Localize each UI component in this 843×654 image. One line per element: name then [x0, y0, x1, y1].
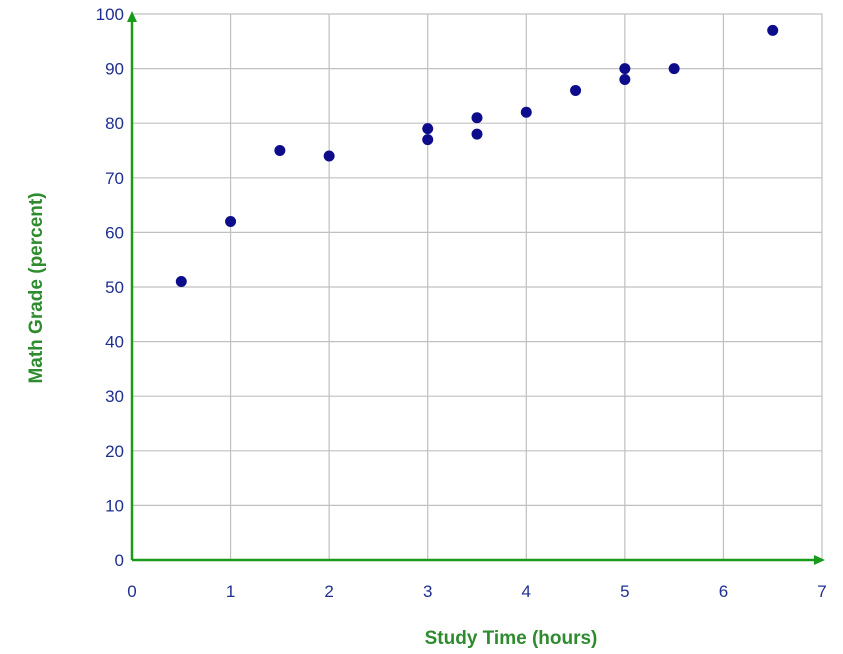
y-tick-label: 60 [105, 223, 124, 242]
x-tick-label: 1 [226, 582, 235, 601]
data-point [767, 24, 779, 36]
data-point [422, 134, 434, 146]
y-tick-label: 10 [105, 496, 124, 515]
data-point [570, 84, 582, 96]
x-tick-labels: 0 1 2 3 4 5 6 7 [127, 582, 826, 601]
x-tick-label: 5 [620, 582, 629, 601]
x-tick-label: 6 [719, 582, 728, 601]
x-tick-label: 7 [817, 582, 826, 601]
data-point [471, 112, 483, 124]
x-tick-label: 0 [127, 582, 136, 601]
gridlines [132, 13, 823, 560]
data-point [619, 63, 631, 75]
x-tick-label: 2 [324, 582, 333, 601]
x-axis-arrow [814, 555, 825, 565]
y-tick-label: 90 [105, 60, 124, 79]
y-tick-label: 0 [115, 551, 124, 570]
y-tick-label: 100 [96, 5, 124, 24]
data-point [668, 63, 680, 75]
y-tick-label: 30 [105, 387, 124, 406]
data-point [175, 276, 187, 288]
data-point [225, 215, 237, 227]
data-point [471, 128, 483, 140]
y-tick-label: 20 [105, 442, 124, 461]
data-point [274, 145, 286, 156]
x-tick-label: 4 [522, 582, 531, 601]
x-tick-label: 3 [423, 582, 432, 601]
x-axis-label: Study Time (hours) [425, 628, 598, 649]
data-point [422, 123, 434, 135]
data-point [323, 150, 335, 162]
y-axis-label: Math Grade (percent) [26, 192, 47, 383]
data-point [619, 74, 631, 86]
data-points [175, 24, 779, 288]
y-tick-label: 70 [105, 169, 124, 188]
y-tick-label: 40 [105, 333, 124, 352]
y-tick-labels: 0 10 20 30 40 50 60 70 80 90 100 [96, 5, 124, 570]
y-tick-label: 50 [105, 278, 124, 297]
y-axis-arrow [127, 11, 137, 22]
data-point [520, 106, 532, 118]
axes [127, 11, 825, 565]
y-tick-label: 80 [105, 114, 124, 133]
